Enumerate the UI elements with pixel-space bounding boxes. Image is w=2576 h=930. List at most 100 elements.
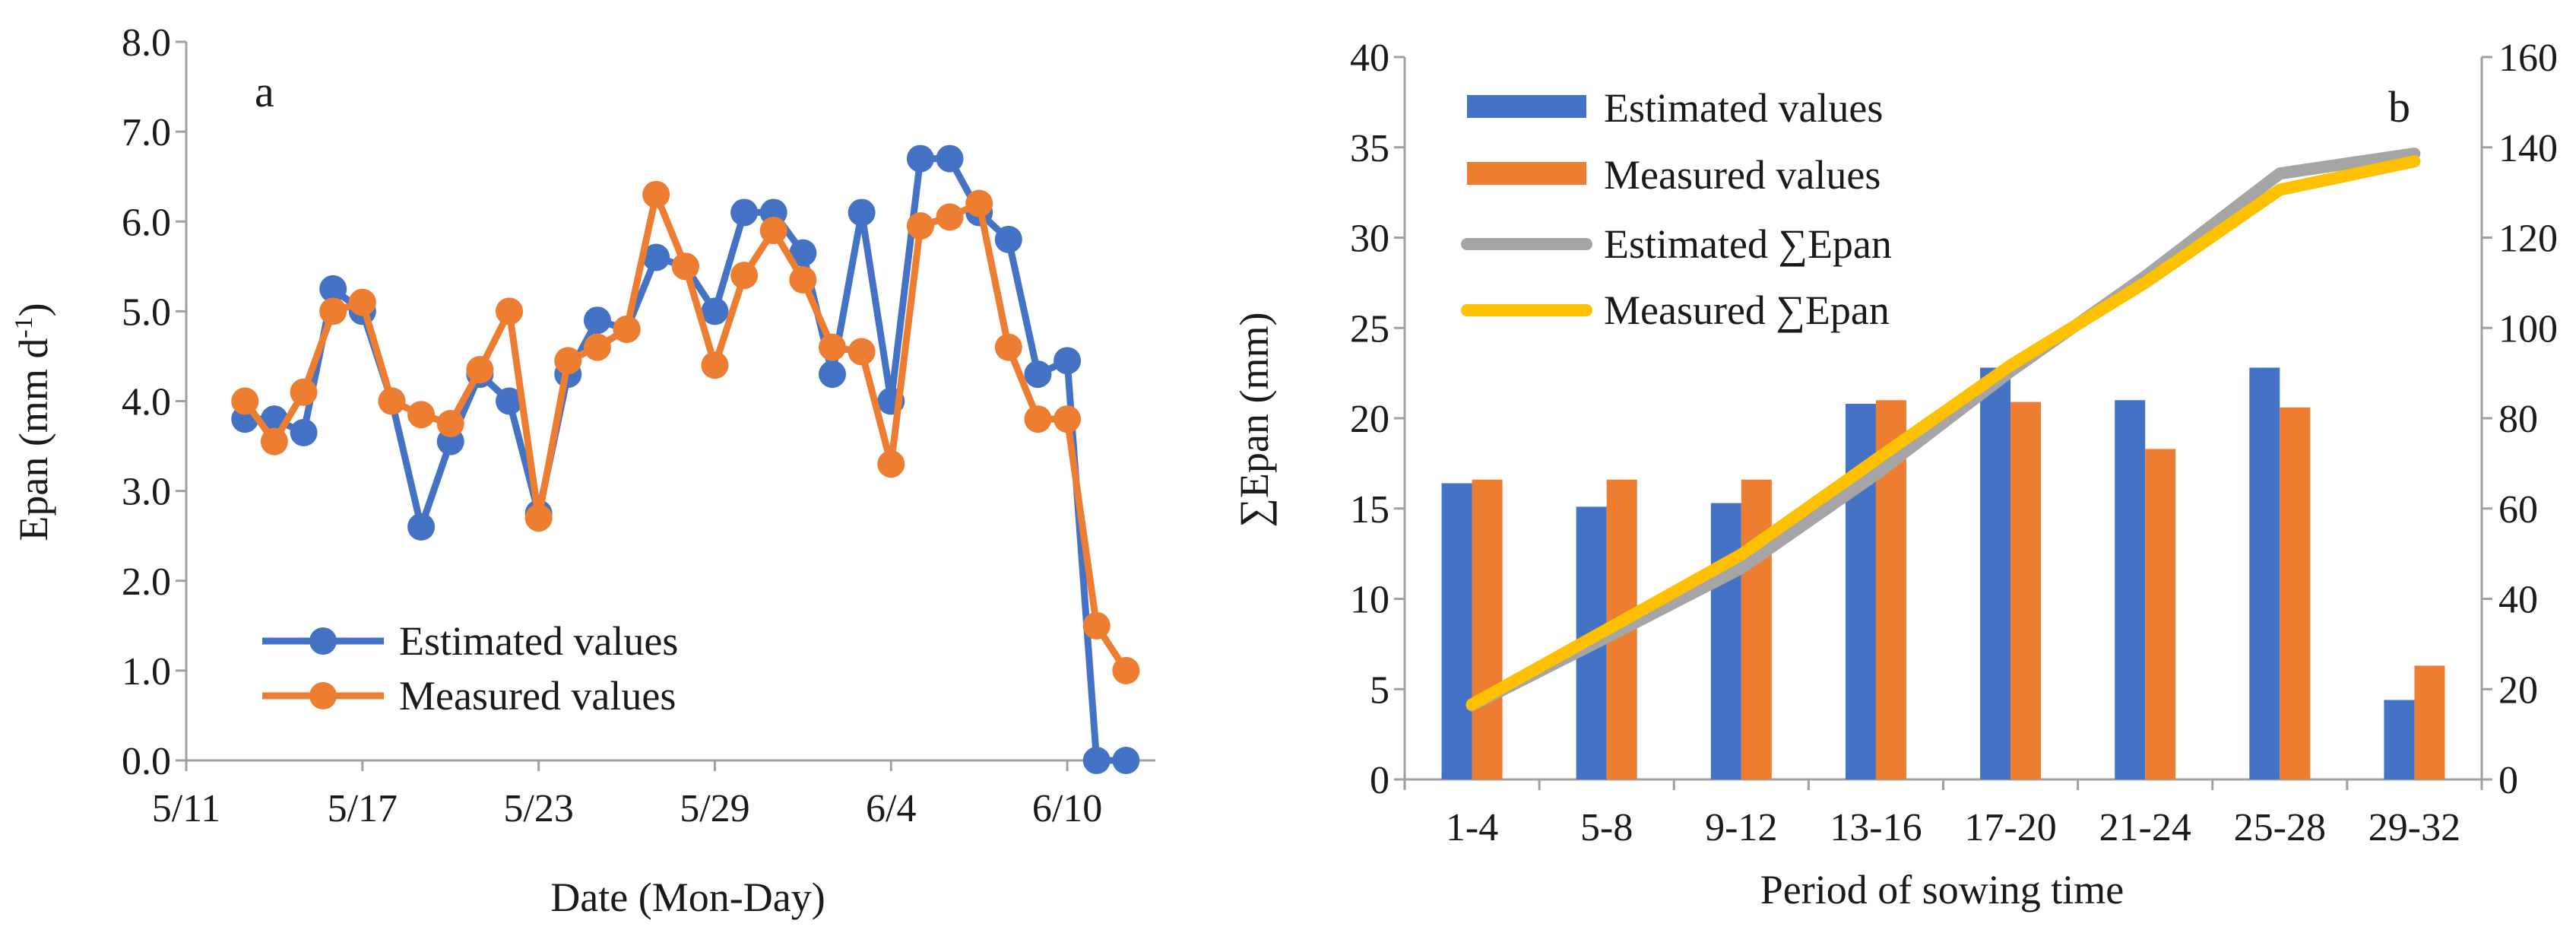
chart-a-y-tick-label: 2.0 <box>122 560 171 604</box>
chart-b-bar-estimated <box>2115 400 2146 779</box>
chart-a-point-measured <box>554 347 582 375</box>
chart-a-y-tick-label: 6.0 <box>122 201 171 244</box>
chart-a-point-measured <box>231 387 259 415</box>
chart-a-legend-label-estimated: Estimated values <box>399 618 678 664</box>
chart-b-lines <box>1465 148 2421 712</box>
chart-a-point-estimated <box>1054 347 1082 375</box>
chart-b-legend-item-estimated-sum: Estimated ∑Epan <box>1461 221 1892 267</box>
chart-a-point-measured <box>1024 405 1052 433</box>
chart-a-y-axis-label: Epan (mm d-1) <box>10 303 56 541</box>
chart-a-point-estimated <box>1112 747 1140 774</box>
chart-a-legend-item-measured: Measured values <box>262 673 676 719</box>
chart-a-point-measured <box>524 504 553 532</box>
chart-a-legend: Estimated values Measured values <box>262 618 678 719</box>
chart-b-x-tick-label: 13-16 <box>1830 806 1922 849</box>
chart-a-point-estimated <box>994 225 1022 253</box>
chart-a-point-measured <box>407 401 436 429</box>
chart-a-point-measured <box>701 351 729 379</box>
chart-a-point-measured <box>378 387 406 415</box>
chart-a-legend-marker-measured <box>309 682 337 709</box>
chart-b-y-tick-label: 10 <box>1350 579 1389 622</box>
chart-a-point-estimated <box>906 144 934 173</box>
chart-a-point-measured <box>348 288 376 316</box>
chart-b-x-tick-label: 17-20 <box>1964 806 2056 849</box>
chart-b-y-tick-label: 25 <box>1350 307 1389 351</box>
chart-b-bars <box>1441 367 2445 779</box>
chart-a-y-axis-label-sup: -1 <box>10 316 38 338</box>
chart-a-legend-label-measured: Measured values <box>399 673 676 719</box>
chart-b-bar-measured <box>2280 407 2311 779</box>
chart-a-point-estimated <box>848 198 876 227</box>
chart-b-bar-estimated <box>1980 367 2011 779</box>
chart-b-legend-label-estimated-values: Estimated values <box>1604 85 1883 131</box>
chart-b-x-tick-labels: 1-4 5-8 9-12 13-16 17-20 21-24 25-28 29-32 <box>1446 806 2460 849</box>
chart-b-y-tick-label: 5 <box>1370 668 1389 712</box>
chart-b-legend-label-estimated-sum: Estimated ∑Epan <box>1604 221 1892 267</box>
chart-b-x-axis-label: Period of sowing time <box>1760 867 2124 913</box>
chart-b-x-tick-label: 29-32 <box>2368 806 2460 849</box>
chart-b-y2-tick-label: 0 <box>2498 759 2518 802</box>
chart-b-bar-estimated <box>2384 700 2415 779</box>
chart-a-axes <box>176 40 1155 771</box>
chart-a-y-tick-label: 8.0 <box>122 21 171 65</box>
chart-a: 0.0 1.0 2.0 3.0 4.0 5.0 6.0 7.0 8.0 5/11 5/17 5/23… <box>10 21 1155 920</box>
chart-a-x-tick-label: 5/11 <box>152 787 221 830</box>
chart-a-y-tick-label: 5.0 <box>122 290 171 334</box>
chart-b-bar-estimated <box>1441 483 1472 779</box>
chart-b-x-tick-label: 1-4 <box>1446 806 1498 849</box>
chart-a-x-tick-label: 5/23 <box>503 787 573 830</box>
chart-a-y-tick-label: 4.0 <box>122 381 171 424</box>
chart-b-bar-estimated <box>2249 367 2280 779</box>
chart-a-point-estimated <box>407 513 436 541</box>
chart-a-point-estimated <box>1082 747 1111 774</box>
chart-a-point-measured <box>877 450 905 478</box>
chart-b-bar-measured <box>2414 665 2445 779</box>
chart-a-x-tick-label: 5/17 <box>328 787 398 830</box>
chart-a-point-measured <box>583 333 611 361</box>
chart-a-point-measured <box>730 262 759 290</box>
chart-a-y-tick-label: 7.0 <box>122 111 171 154</box>
chart-b-x-tick-label: 25-28 <box>2234 806 2326 849</box>
chart-a-point-measured <box>466 356 494 384</box>
chart-a-point-estimated <box>642 243 670 271</box>
chart-a-series-line-estimated <box>245 155 1126 764</box>
chart-a-point-measured <box>789 266 817 294</box>
chart-a-point-estimated <box>319 275 347 303</box>
chart-a-x-axis-label: Date (Mon-Day) <box>550 874 825 920</box>
chart-a-point-measured <box>965 189 993 217</box>
chart-b-legend: Estimated values Measured values Estimat… <box>1461 85 1892 333</box>
chart-b-legend-item-measured-values: Measured values <box>1467 152 1881 198</box>
chart-a-point-estimated <box>789 239 817 267</box>
chart-b-y-tick-label: 20 <box>1350 398 1389 441</box>
chart-b-bar-measured <box>1741 479 1772 779</box>
chart-b-y2-tick-label: 140 <box>2498 127 2558 170</box>
chart-b-bar-measured <box>1472 479 1503 779</box>
chart-b: 0 5 10 15 20 25 30 35 40 0 20 40 60 80 100 120 140 160 1… <box>1231 37 2558 913</box>
chart-b-y2-tick-label: 40 <box>2498 579 2538 622</box>
chart-a-y-axis-label-close: ) <box>11 303 56 316</box>
chart-a-x-tick-label: 6/4 <box>866 787 916 830</box>
chart-a-legend-marker-estimated <box>309 627 337 655</box>
chart-b-y-tick-labels: 0 5 10 15 20 25 30 35 40 <box>1350 37 1389 802</box>
chart-a-point-estimated <box>701 297 729 325</box>
chart-a-point-estimated <box>1024 360 1052 389</box>
chart-b-y2-tick-labels: 0 20 40 60 80 100 120 140 160 <box>2498 37 2558 802</box>
chart-b-y2-tick-label: 60 <box>2498 488 2538 532</box>
chart-a-point-measured <box>819 333 846 361</box>
chart-a-x-tick-label: 6/10 <box>1032 787 1102 830</box>
chart-a-point-measured <box>260 427 288 455</box>
chart-b-bar-measured <box>2145 449 2176 779</box>
chart-a-point-estimated <box>290 418 318 446</box>
chart-b-legend-label-measured-sum: Measured ∑Epan <box>1604 287 1890 333</box>
chart-a-point-measured <box>906 212 934 240</box>
chart-b-legend-label-measured-values: Measured values <box>1604 152 1881 198</box>
chart-b-y-tick-label: 40 <box>1350 37 1389 80</box>
chart-b-bar-measured <box>2010 402 2042 779</box>
chart-a-y-tick-label: 3.0 <box>122 471 171 514</box>
chart-a-point-measured <box>671 252 699 281</box>
chart-a-point-measured <box>642 180 670 208</box>
chart-b-y2-tick-label: 100 <box>2498 307 2558 351</box>
chart-b-y-axis-label: ∑Epan (mm) <box>1231 313 1277 528</box>
chart-b-x-tick-label: 9-12 <box>1705 806 1777 849</box>
